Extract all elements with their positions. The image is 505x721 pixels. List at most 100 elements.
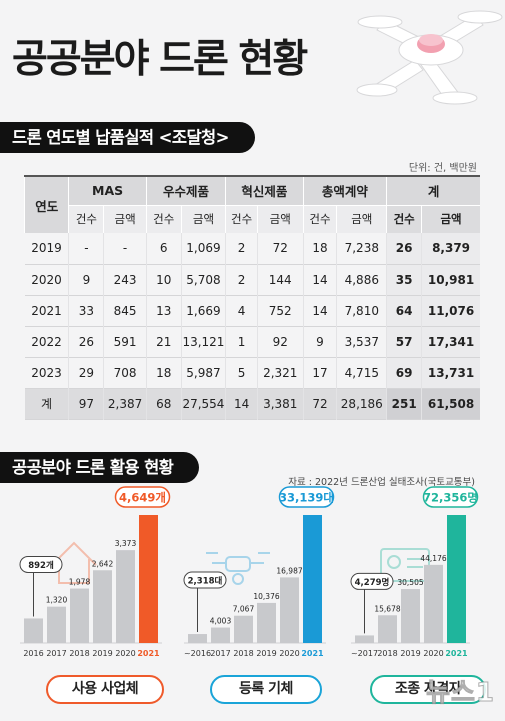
table-cell: 708: [103, 357, 147, 388]
table-cell: 28,186: [336, 388, 387, 419]
table-cell: 13,731: [421, 357, 480, 388]
table-header-group: 총액계약: [302, 176, 387, 205]
table-subheader-amount: 금액: [180, 204, 226, 233]
page-title: 공공분야 드론 현황: [12, 37, 308, 82]
bar-charts-svg: 2016 892개 2017 1,320 2018 1,978 2019 2,642 2020 3…: [19, 486, 479, 658]
table-cell: 72: [256, 233, 304, 264]
table-cell: 27,554: [180, 388, 226, 419]
table-cell: 9: [302, 326, 337, 357]
table-cell-year: 2019: [31, 241, 62, 256]
chart-category-label: 2021: [137, 649, 160, 658]
chart-value-label: 2,642: [92, 559, 114, 568]
table-cell: 845: [103, 295, 147, 326]
table-cell: 591: [103, 326, 147, 357]
chart-bar: [93, 570, 112, 643]
table-cell: 92: [256, 326, 304, 357]
table-cell: 4,886: [336, 264, 387, 295]
chart-bar: [303, 515, 322, 643]
table-cell: 4: [225, 295, 258, 326]
chart-category-label: ~2017: [351, 649, 378, 658]
table-cell: 17: [302, 357, 337, 388]
table-cell: 10: [145, 264, 182, 295]
table-header-year: 연도: [23, 176, 69, 233]
chart-value-label: 3,373: [115, 539, 137, 548]
table-subheader-amount: 금액: [256, 204, 304, 233]
chart-caption-registered: 등록 기체: [210, 675, 322, 704]
table-cell: 33: [68, 295, 104, 326]
table-subheader-count: 건수: [225, 204, 258, 233]
chart-value-label: 2,318대: [188, 576, 223, 587]
chart-bar: [70, 588, 89, 643]
table-cell: 243: [103, 264, 147, 295]
chart-bar: [401, 589, 420, 643]
table-subheader-count: 건수: [386, 204, 422, 233]
chart-bar: [188, 634, 207, 643]
table-cell: 68: [145, 388, 182, 419]
table-row: 2022 26 591 21 13,121 1 92 9 3,537 57 17,341: [24, 326, 480, 357]
chart-category-label: 2019: [256, 649, 276, 658]
chart-bar: [211, 627, 230, 643]
chart-value-label: 30,505: [397, 578, 423, 587]
table-subheader-count: 건수: [145, 204, 182, 233]
table-cell: 8,379: [421, 233, 480, 264]
table-cell: 1,669: [180, 295, 226, 326]
chart-category-label: 2019: [400, 649, 420, 658]
table-cell: 18: [145, 357, 182, 388]
table-subheader-amount: 금액: [421, 204, 480, 233]
table-cell: 144: [256, 264, 304, 295]
section-title-delivery: 드론 연도별 납품실적 <조달청>: [0, 122, 255, 153]
chart-bar: [355, 635, 374, 643]
table-cell-year: 계: [24, 388, 69, 419]
table-cell: 13,121: [180, 326, 226, 357]
chart-value-label: 33,139대: [279, 491, 334, 505]
chart-bar: [234, 615, 253, 643]
table-cell-year: 2021: [31, 303, 62, 318]
chart-bar: [424, 564, 443, 643]
chart-value-callout: [422, 486, 479, 508]
table-cell-year: 2020: [31, 272, 62, 287]
table-cell: 3,537: [336, 326, 387, 357]
table-row: 2021 33 845 13 1,669 4 752 14 7,810 64 11,076: [24, 295, 480, 326]
table-row: 2023 29 708 18 5,987 5 2,321 17 4,715 69 13,731: [24, 357, 480, 388]
table-row: 2020 9 243 10 5,708 2 144 14 4,886 35 10,981: [24, 264, 480, 295]
chart-category-label: 2017: [46, 649, 66, 658]
chart-bar: [378, 615, 397, 643]
chart-value-label: 44,176: [420, 554, 446, 563]
chart-category-label: ~2016: [184, 649, 211, 658]
chart-value-label: 892개: [28, 560, 54, 571]
table-subheader-amount: 금액: [336, 204, 387, 233]
chart-value-label: 15,678: [374, 604, 400, 613]
table-cell: 11,076: [421, 295, 480, 326]
table-cell: 4,715: [336, 357, 387, 388]
chart-value-callout: [183, 571, 227, 589]
table-cell: 18: [302, 233, 337, 264]
chart-value-label: 7,067: [233, 605, 255, 614]
chart-category-label: 2018: [377, 649, 397, 658]
table-header-group: 우수제품: [145, 176, 226, 205]
source-note: 자료 : 2022년 드론산업 실태조사(국토교통부): [288, 477, 475, 488]
table-cell: 17,341: [421, 326, 480, 357]
table-cell: 10,981: [421, 264, 480, 295]
table-cell: 1,069: [180, 233, 226, 264]
chart-bar: [257, 602, 276, 643]
table-cell: 2: [225, 264, 258, 295]
table-cell: 97: [68, 388, 104, 419]
chart-category-label: 2021: [445, 649, 468, 658]
table-cell: 7,810: [336, 295, 387, 326]
chart-bar: [139, 515, 158, 643]
table-cell: 2: [225, 233, 258, 264]
chart-caption-pilots: 조종 자격자: [370, 675, 486, 704]
section-title-usage: 공공분야 드론 활용 현황: [0, 452, 200, 483]
chart-value-callout: [278, 486, 335, 508]
table-cell: 7,238: [336, 233, 387, 264]
table-cell: 752: [256, 295, 304, 326]
table-row: 2019- -6 1,069 2 72 18 7,238 26 8,379: [24, 233, 480, 264]
table-cell: 35: [386, 264, 422, 295]
chart-category-label: 2017: [210, 649, 230, 658]
table-cell: 9: [68, 264, 104, 295]
table-cell: 3,381: [256, 388, 304, 419]
chart-bar: [447, 515, 466, 643]
watermark-logo: 뉴스1: [426, 678, 495, 709]
chart-bar: [280, 577, 299, 643]
chart-value-callout: [114, 486, 171, 508]
